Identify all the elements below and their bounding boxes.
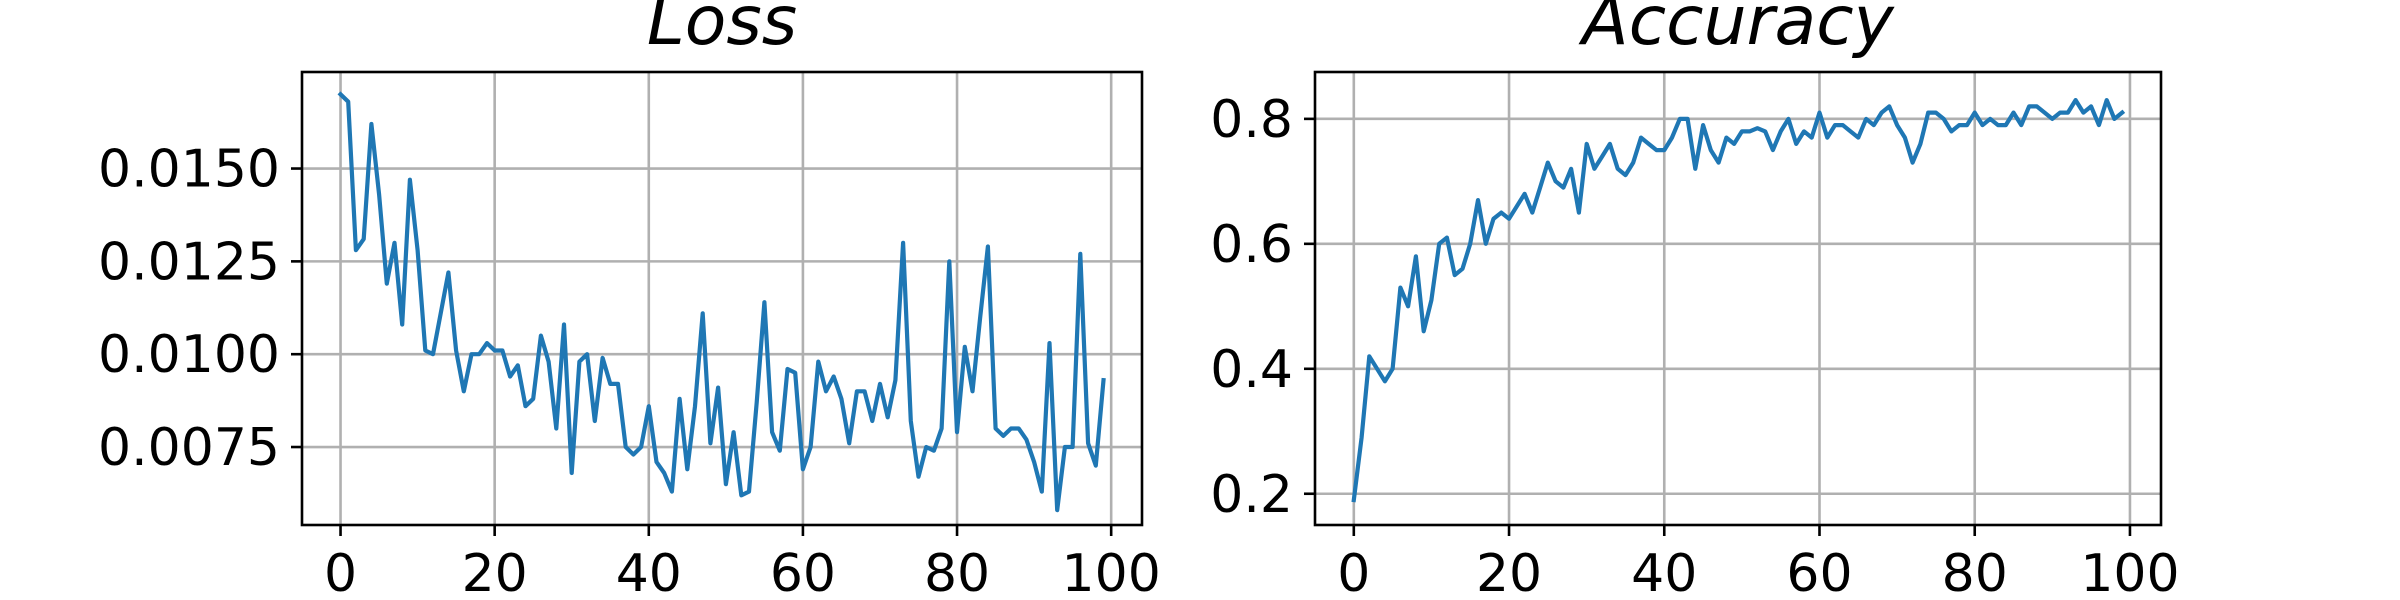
accuracy-xtick-label-100: 100: [2080, 544, 2179, 600]
loss-xtick-label-0: 0: [324, 544, 357, 600]
accuracy-ytick-label-0.2: 0.2: [1210, 465, 1293, 525]
accuracy-xtick-label-60: 60: [1786, 544, 1852, 600]
loss-series-line: [337, 91, 1106, 513]
accuracy-ytick-label-0.8: 0.8: [1210, 90, 1293, 150]
accuracy-ytick-label-0.4: 0.4: [1210, 340, 1293, 400]
loss-xtick-label-20: 20: [462, 544, 528, 600]
accuracy-series-line: [1351, 97, 2126, 503]
loss-xtick-label-40: 40: [616, 544, 682, 600]
accuracy-xtick-label-20: 20: [1476, 544, 1542, 600]
loss-plot-frame: [300, 70, 1144, 527]
accuracy-plot-frame: [1313, 70, 2163, 527]
loss-xtick-label-60: 60: [770, 544, 836, 600]
loss-ytick-label-0.0150: 0.0150: [98, 140, 280, 200]
loss-chart: 0 20 40 60 80 100 0.0075 0.0100 0.0125 0.0150 Loss: [98, 0, 1161, 600]
accuracy-xtick-label-40: 40: [1631, 544, 1697, 600]
accuracy-ytick-label-0.6: 0.6: [1210, 215, 1293, 275]
accuracy-xtick-label-80: 80: [1942, 544, 2008, 600]
loss-chart-title: Loss: [647, 0, 797, 61]
loss-xtick-label-80: 80: [924, 544, 990, 600]
loss-ytick-label-0.0100: 0.0100: [98, 325, 280, 385]
accuracy-chart: 0 20 40 60 80 100 0.2 0.4 0.6 0.8 Accuracy: [1210, 0, 2179, 600]
accuracy-xtick-label-0: 0: [1337, 544, 1370, 600]
loss-ytick-label-0.0075: 0.0075: [98, 418, 280, 478]
loss-ytick-label-0.0125: 0.0125: [98, 232, 280, 292]
loss-xtick-label-100: 100: [1062, 544, 1161, 600]
accuracy-chart-title: Accuracy: [1578, 0, 1894, 61]
